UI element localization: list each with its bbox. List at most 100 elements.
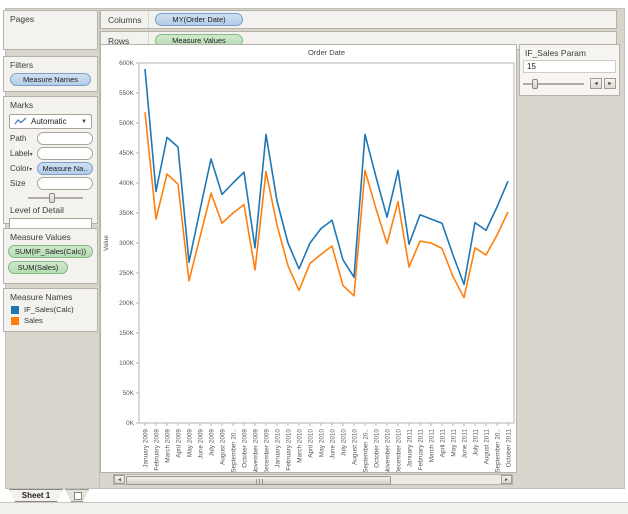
filters-card[interactable]: Filters Measure Names bbox=[3, 56, 98, 92]
x-tick-label: January 2009 bbox=[143, 429, 150, 468]
x-tick-label: June 2009 bbox=[198, 429, 205, 459]
color-pill-measure-names[interactable]: Measure Na.. bbox=[37, 162, 93, 175]
y-tick-label: 350K bbox=[119, 210, 135, 217]
y-tick-label: 150K bbox=[119, 330, 135, 337]
path-shelf-label: Path bbox=[10, 134, 27, 143]
x-tick-label: February 2009 bbox=[154, 429, 161, 471]
new-sheet-tab-button[interactable] bbox=[65, 489, 89, 502]
y-tick-label: 250K bbox=[119, 270, 135, 277]
scrollbar-grip-icon bbox=[255, 479, 263, 484]
x-tick-label: September 20.. bbox=[495, 429, 502, 472]
size-slider[interactable] bbox=[28, 193, 83, 203]
pages-card-title: Pages bbox=[10, 14, 35, 24]
x-tick-label: April 2010 bbox=[308, 429, 315, 458]
label-shelf[interactable] bbox=[37, 147, 93, 160]
level-of-detail-label: Level of Detail bbox=[10, 205, 64, 215]
parameter-decrement-button[interactable]: ◄ bbox=[590, 78, 602, 89]
x-tick-label: February 2011 bbox=[418, 429, 425, 471]
x-tick-label: November 2009 bbox=[253, 429, 260, 472]
path-shelf[interactable] bbox=[37, 132, 93, 145]
series-line-IF_Sales(Calc)[interactable] bbox=[144, 68, 509, 286]
x-tick-label: May 2010 bbox=[319, 429, 326, 458]
legend-swatch-blue bbox=[11, 305, 19, 314]
chevron-down-icon: ▼ bbox=[81, 118, 87, 125]
x-tick-label: January 2011 bbox=[407, 429, 414, 468]
x-tick-label: April 2009 bbox=[176, 429, 183, 458]
x-tick-label: August 2011 bbox=[484, 429, 491, 465]
x-tick-label: October 2009 bbox=[242, 429, 249, 468]
x-tick-label: February 2010 bbox=[286, 429, 293, 471]
x-tick-label: December 2009 bbox=[264, 429, 271, 472]
measure-names-title: Measure Names bbox=[10, 292, 73, 302]
measure-values-title: Measure Values bbox=[10, 232, 71, 242]
filters-card-title: Filters bbox=[10, 60, 34, 70]
x-tick-label: March 2010 bbox=[297, 429, 304, 463]
x-tick-label: May 2009 bbox=[187, 429, 194, 458]
x-tick-label: April 2011 bbox=[440, 429, 447, 458]
legend-item-if-sales[interactable]: IF_Sales(Calc) bbox=[4, 304, 97, 315]
status-bar bbox=[0, 502, 628, 514]
chart-title: Order Date bbox=[308, 48, 345, 57]
sidebar-divider bbox=[99, 8, 100, 489]
y-tick-label: 300K bbox=[119, 240, 135, 247]
legend-label-if-sales: IF_Sales(Calc) bbox=[24, 305, 74, 314]
scroll-left-button[interactable]: ◄ bbox=[114, 475, 125, 484]
parameter-slider-thumb[interactable] bbox=[531, 78, 538, 89]
horizontal-scrollbar[interactable]: ◄ ► bbox=[113, 474, 513, 485]
chart-pane: Order Date 0K 50K 100K 150K 200K 250K 300K 350K 4… bbox=[100, 44, 517, 474]
pill-sum-sales[interactable]: SUM(Sales) bbox=[8, 261, 68, 274]
new-sheet-icon bbox=[74, 492, 82, 500]
scroll-right-button[interactable]: ► bbox=[501, 475, 512, 484]
tab-sheet1[interactable]: Sheet 1 bbox=[9, 489, 63, 502]
label-shelf-label: Label▾ bbox=[10, 149, 33, 158]
parameter-value-field[interactable]: 15 bbox=[523, 60, 616, 73]
x-tick-label: July 2010 bbox=[341, 429, 348, 457]
size-slider-thumb[interactable] bbox=[48, 193, 55, 203]
x-tick-label: January 2010 bbox=[275, 429, 282, 468]
legend-label-sales: Sales bbox=[24, 316, 43, 325]
x-tick-label: July 2011 bbox=[473, 429, 480, 456]
plot-area-border bbox=[138, 62, 515, 424]
x-tick-label: June 2010 bbox=[330, 429, 337, 459]
parameter-slider[interactable] bbox=[523, 78, 584, 89]
x-tick-label: October 2010 bbox=[374, 429, 381, 468]
size-shelf-label: Size bbox=[10, 179, 26, 188]
x-tick-label: May 2011 bbox=[451, 429, 458, 457]
chevron-down-icon: ▾ bbox=[29, 167, 33, 173]
sales-line-chart: Order Date 0K 50K 100K 150K 200K 250K 300K 350K 4… bbox=[103, 48, 515, 474]
filter-pill-measure-names[interactable]: Measure Names bbox=[10, 73, 91, 86]
y-tick-label: 550K bbox=[119, 90, 135, 97]
x-tick-label: September 20.. bbox=[363, 429, 370, 472]
x-tick-label: August 2009 bbox=[220, 429, 227, 465]
measure-names-legend: Measure Names IF_Sales(Calc) Sales bbox=[3, 288, 98, 332]
legend-item-sales[interactable]: Sales bbox=[4, 315, 97, 326]
scrollbar-thumb[interactable] bbox=[126, 476, 391, 485]
color-shelf-label: Color▾ bbox=[10, 164, 33, 173]
rows-shelf-label: Rows bbox=[101, 32, 149, 49]
x-tick-label: December 2010 bbox=[396, 429, 403, 472]
x-tick-label: October 2011 bbox=[506, 429, 513, 468]
x-tick-label: November 2010 bbox=[385, 429, 392, 472]
x-tick-label: June 2011 bbox=[462, 429, 469, 459]
x-tick-label: September 20.. bbox=[231, 429, 238, 472]
y-axis-title: Value bbox=[103, 235, 110, 251]
y-tick-label: 450K bbox=[119, 150, 135, 157]
mark-type-dropdown[interactable]: Automatic ▼ bbox=[9, 114, 92, 129]
columns-shelf[interactable]: Columns MY(Order Date) bbox=[100, 10, 617, 29]
parameter-title: IF_Sales Param bbox=[525, 48, 586, 58]
line-mark-icon bbox=[14, 117, 27, 125]
x-tick-label: August 2010 bbox=[352, 429, 359, 465]
series-line-Sales[interactable] bbox=[144, 112, 509, 299]
size-shelf[interactable] bbox=[37, 177, 93, 190]
y-tick-label: 50K bbox=[123, 390, 135, 397]
y-tick-label: 100K bbox=[119, 360, 135, 367]
chevron-down-icon: ▾ bbox=[29, 152, 33, 158]
marks-card: Marks Automatic ▼ Path Label▾ Color▾ Mea… bbox=[3, 96, 98, 246]
columns-pill-my-order-date[interactable]: MY(Order Date) bbox=[155, 13, 243, 26]
sheet-tab-strip: Sheet 1 bbox=[5, 489, 625, 502]
parameter-increment-button[interactable]: ► bbox=[604, 78, 616, 89]
columns-shelf-label: Columns bbox=[101, 11, 149, 28]
pages-card[interactable]: Pages bbox=[3, 10, 98, 50]
pill-sum-if-sales-calc[interactable]: SUM(IF_Sales(Calc)) bbox=[8, 245, 93, 258]
x-tick-label: March 2011 bbox=[429, 429, 436, 463]
